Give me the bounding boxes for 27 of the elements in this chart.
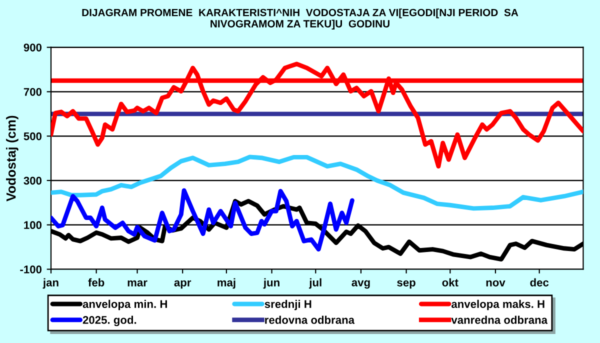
chart-title: DIJAGRAM PROMENE KARAKTERISTI^NIH VODOSTAJA ZA VI[EGODI[NJI PERIOD SA NIVOGRAMOM ZA TEKU]U GODINU	[82, 8, 518, 30]
line-series	[51, 188, 354, 252]
x-tick-label: jun	[263, 278, 280, 289]
x-tick-label: okt	[442, 278, 458, 286]
legend-label: 2025. god.	[82, 316, 136, 326]
legend-label: vanredna odbrana	[451, 316, 548, 324]
x-tick-label: jul	[308, 278, 322, 289]
x-tick-label: nov	[486, 280, 506, 286]
legend-label: srednji H	[264, 300, 312, 310]
x-tick-label: mar	[128, 280, 148, 286]
y-axis-title: Vodostaj (cm)	[6, 116, 18, 202]
y-tick-label: -100	[20, 266, 42, 274]
x-tick-label: jan	[42, 278, 58, 289]
y-tick-label: 100	[24, 221, 42, 230]
x-tick-label: sep	[397, 280, 416, 289]
y-tick-label: 700	[24, 88, 42, 96]
legend-label: anvelopa maks. H	[452, 300, 544, 310]
legend-label: anvelopa min. H	[82, 300, 167, 310]
y-tick-label: 300	[24, 176, 42, 185]
x-tick-label: feb	[88, 278, 104, 286]
x-tick-label: dec	[530, 278, 549, 286]
legend-label: redovna odbrana	[265, 316, 355, 324]
y-tick-label: 900	[24, 44, 42, 52]
y-tick-label: 500	[24, 132, 42, 140]
x-tick-label: apr	[174, 280, 192, 289]
x-tick-label: maj	[218, 278, 236, 289]
x-tick-label: avg	[352, 280, 370, 289]
